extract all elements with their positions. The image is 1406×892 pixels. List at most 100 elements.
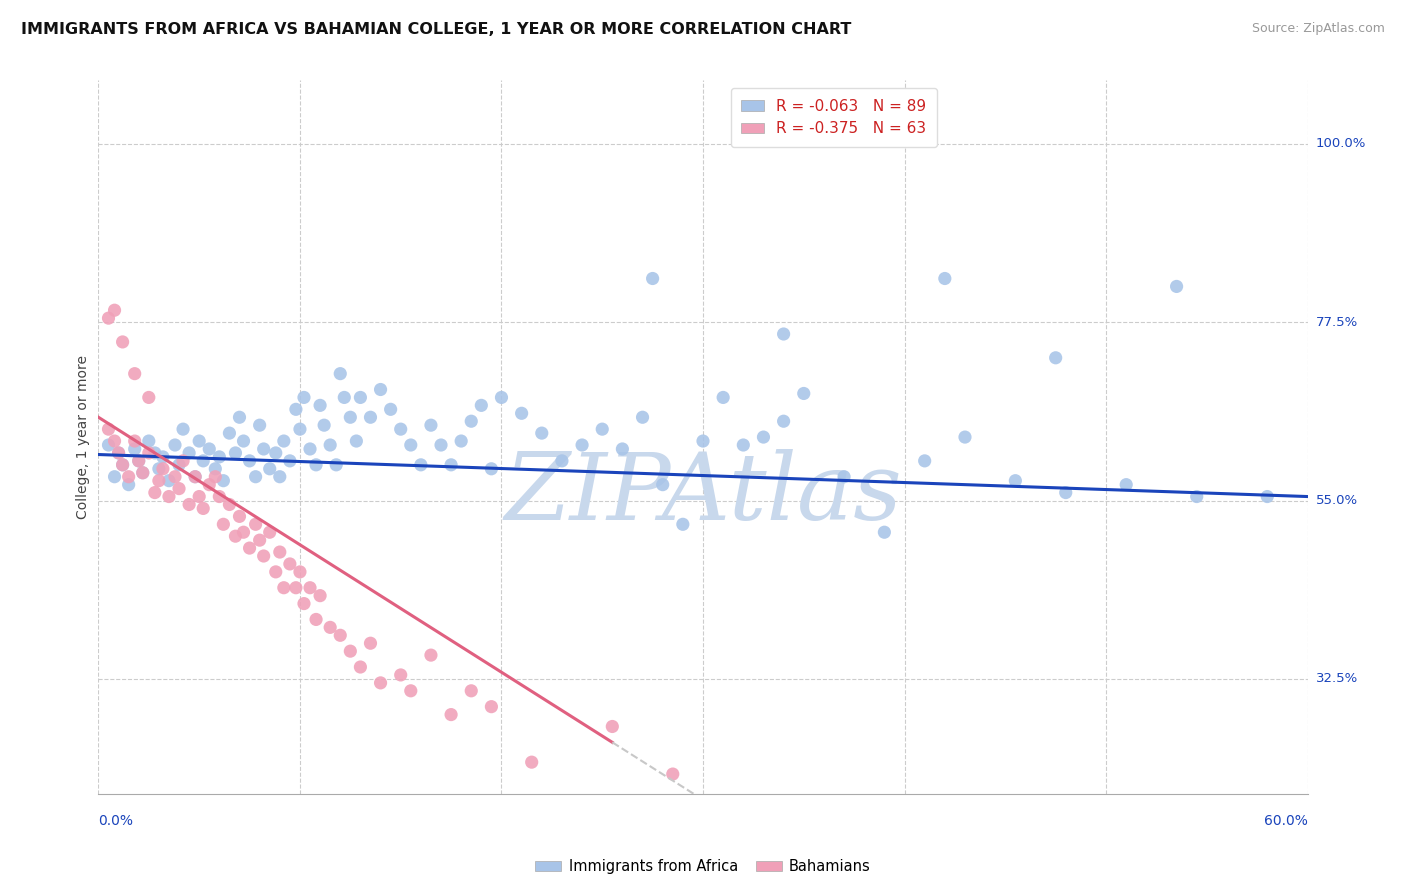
Point bbox=[212, 474, 235, 488]
Point bbox=[269, 545, 291, 559]
Point bbox=[692, 434, 714, 448]
Point bbox=[97, 438, 120, 452]
Point bbox=[873, 525, 896, 540]
Point bbox=[284, 402, 307, 417]
Point bbox=[319, 438, 342, 452]
Point bbox=[97, 422, 120, 436]
Point bbox=[360, 636, 382, 650]
Text: Source: ZipAtlas.com: Source: ZipAtlas.com bbox=[1251, 22, 1385, 36]
Point bbox=[1004, 474, 1026, 488]
Point bbox=[208, 450, 231, 464]
Point bbox=[177, 446, 201, 460]
Point bbox=[460, 414, 482, 428]
Point bbox=[832, 469, 855, 483]
Point bbox=[107, 446, 129, 460]
Point bbox=[152, 462, 174, 476]
Point bbox=[224, 529, 246, 543]
Point bbox=[224, 446, 246, 460]
Point bbox=[245, 469, 267, 483]
Point bbox=[1256, 490, 1278, 504]
Point bbox=[152, 450, 174, 464]
Point bbox=[551, 454, 574, 468]
Point bbox=[370, 676, 392, 690]
Point bbox=[239, 454, 262, 468]
Point bbox=[167, 458, 190, 472]
Point bbox=[325, 458, 347, 472]
Point bbox=[344, 434, 367, 448]
Point bbox=[118, 469, 141, 483]
Point bbox=[481, 462, 503, 476]
Y-axis label: College, 1 year or more: College, 1 year or more bbox=[76, 355, 90, 519]
Point bbox=[172, 422, 194, 436]
Point bbox=[571, 438, 593, 452]
Point bbox=[163, 438, 186, 452]
Point bbox=[193, 454, 215, 468]
Point bbox=[103, 303, 125, 318]
Text: IMMIGRANTS FROM AFRICA VS BAHAMIAN COLLEGE, 1 YEAR OR MORE CORRELATION CHART: IMMIGRANTS FROM AFRICA VS BAHAMIAN COLLE… bbox=[21, 22, 852, 37]
Point bbox=[184, 469, 207, 483]
Text: 32.5%: 32.5% bbox=[1316, 673, 1358, 685]
Point bbox=[188, 434, 211, 448]
Point bbox=[305, 612, 328, 626]
Text: 0.0%: 0.0% bbox=[98, 814, 134, 828]
Point bbox=[399, 438, 422, 452]
Point bbox=[292, 597, 315, 611]
Point bbox=[329, 628, 352, 642]
Point bbox=[440, 458, 463, 472]
Point bbox=[661, 767, 683, 781]
Point bbox=[389, 668, 412, 682]
Point bbox=[253, 442, 276, 456]
Point bbox=[1045, 351, 1067, 365]
Point bbox=[198, 442, 221, 456]
Point bbox=[612, 442, 634, 456]
Point bbox=[309, 398, 332, 412]
Point bbox=[118, 477, 141, 491]
Point bbox=[103, 434, 125, 448]
Point bbox=[128, 454, 150, 468]
Legend: R = -0.063   N = 89, R = -0.375   N = 63: R = -0.063 N = 89, R = -0.375 N = 63 bbox=[731, 88, 938, 147]
Point bbox=[204, 462, 226, 476]
Point bbox=[143, 446, 166, 460]
Point bbox=[672, 517, 695, 532]
Point bbox=[389, 422, 412, 436]
Point bbox=[1166, 279, 1188, 293]
Point bbox=[157, 490, 180, 504]
Point bbox=[143, 485, 166, 500]
Point bbox=[409, 458, 432, 472]
Point bbox=[264, 565, 287, 579]
Point bbox=[333, 391, 356, 405]
Point bbox=[138, 391, 160, 405]
Point bbox=[111, 458, 134, 472]
Point bbox=[273, 434, 295, 448]
Point bbox=[172, 454, 194, 468]
Point bbox=[591, 422, 613, 436]
Text: 60.0%: 60.0% bbox=[1264, 814, 1308, 828]
Point bbox=[314, 418, 336, 433]
Point bbox=[97, 311, 120, 326]
Point bbox=[914, 454, 936, 468]
Point bbox=[264, 446, 287, 460]
Point bbox=[460, 683, 482, 698]
Point bbox=[269, 469, 291, 483]
Point bbox=[124, 367, 146, 381]
Point bbox=[1054, 485, 1077, 500]
Point bbox=[228, 509, 250, 524]
Point bbox=[273, 581, 295, 595]
Text: ZIPAtlas: ZIPAtlas bbox=[505, 450, 901, 539]
Point bbox=[733, 438, 755, 452]
Point bbox=[631, 410, 654, 425]
Point bbox=[440, 707, 463, 722]
Point bbox=[249, 533, 271, 548]
Point bbox=[299, 442, 322, 456]
Point bbox=[157, 474, 180, 488]
Point bbox=[163, 469, 186, 483]
Point bbox=[319, 620, 342, 634]
Point bbox=[399, 683, 422, 698]
Point bbox=[1185, 490, 1208, 504]
Point bbox=[470, 398, 492, 412]
Point bbox=[278, 454, 301, 468]
Point bbox=[299, 581, 322, 595]
Point bbox=[711, 391, 734, 405]
Point bbox=[138, 446, 160, 460]
Point bbox=[288, 422, 311, 436]
